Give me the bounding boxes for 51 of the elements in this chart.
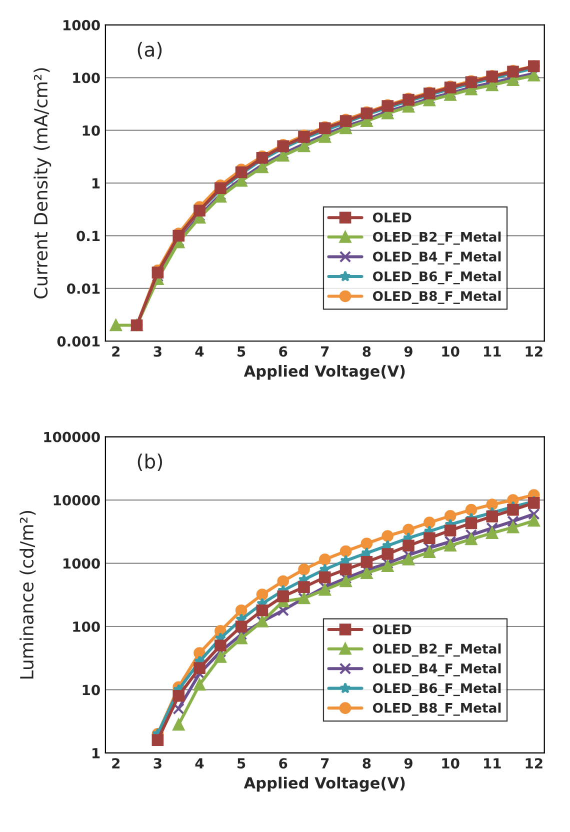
x-axis-title: Applied Voltage(V) xyxy=(244,364,405,380)
y-tick-label: 10000 xyxy=(54,495,100,506)
x-tick-label: 5 xyxy=(238,758,246,769)
legend-label: OLED_B8_F_Metal xyxy=(372,702,501,716)
x-tick-label: 11 xyxy=(484,346,501,357)
y-tick-label: 1000 xyxy=(64,558,100,569)
x-tick-label: 10 xyxy=(442,758,460,769)
legend-label: OLED_B6_F_Metal xyxy=(372,271,501,284)
x-tick-label: 4 xyxy=(195,758,204,768)
x-tick-label: 6 xyxy=(279,758,288,769)
y-tick-label: 100 xyxy=(73,72,100,84)
x-tick-label: 4 xyxy=(195,346,204,357)
x-tick-label: 10 xyxy=(442,346,460,357)
x-tick-label: 3 xyxy=(154,758,162,769)
x-tick-label: 9 xyxy=(404,758,412,769)
legend-label: OLED_B2_F_Metal xyxy=(372,643,501,657)
y-tick-label: 1 xyxy=(92,178,100,188)
y-tick-label: 100 xyxy=(73,621,100,632)
y-tick-label: 10 xyxy=(82,125,100,136)
annotation: (b) xyxy=(138,454,162,471)
x-tick-label: 3 xyxy=(154,346,162,357)
x-tick-label: 7 xyxy=(320,758,329,768)
x-tick-label: 8 xyxy=(362,346,371,357)
x-tick-label: 11 xyxy=(484,758,501,768)
legend-label: OLED xyxy=(372,624,412,634)
y-tick-label: 1 xyxy=(92,748,100,758)
x-tick-label: 5 xyxy=(238,346,246,357)
x-tick-label: 9 xyxy=(404,346,412,357)
y-tick-label: 0.001 xyxy=(57,336,100,347)
legend-label: OLED_B6_F_Metal xyxy=(372,682,501,696)
legend-label: OLED xyxy=(372,212,412,222)
legend-label: OLED_B4_F_Metal xyxy=(372,251,501,264)
y-tick-label: 0.1 xyxy=(76,230,100,242)
x-tick-label: 8 xyxy=(362,758,371,769)
y-tick-label: 0.01 xyxy=(66,283,100,294)
y-axis-title: Luminance (cd/m²) xyxy=(20,510,36,679)
x-tick-label: 2 xyxy=(112,758,120,768)
legend-label: OLED_B4_F_Metal xyxy=(372,663,501,676)
y-tick-label: 100000 xyxy=(44,432,100,442)
x-tick-label: 12 xyxy=(526,346,542,357)
legend-label: OLED_B8_F_Metal xyxy=(372,290,501,304)
x-tick-label: 6 xyxy=(279,346,288,357)
x-axis-title: Applied Voltage(V) xyxy=(244,776,405,792)
y-axis-title: Current Density (mA/cm²) xyxy=(34,68,52,298)
x-tick-label: 2 xyxy=(112,346,120,357)
y-tick-label: 1000 xyxy=(64,20,100,30)
x-tick-label: 7 xyxy=(320,346,329,357)
legend-label: OLED_B2_F_Metal xyxy=(372,232,501,245)
annotation: (a) xyxy=(138,42,162,60)
y-tick-label: 10 xyxy=(82,684,100,696)
x-tick-label: 12 xyxy=(526,758,542,768)
